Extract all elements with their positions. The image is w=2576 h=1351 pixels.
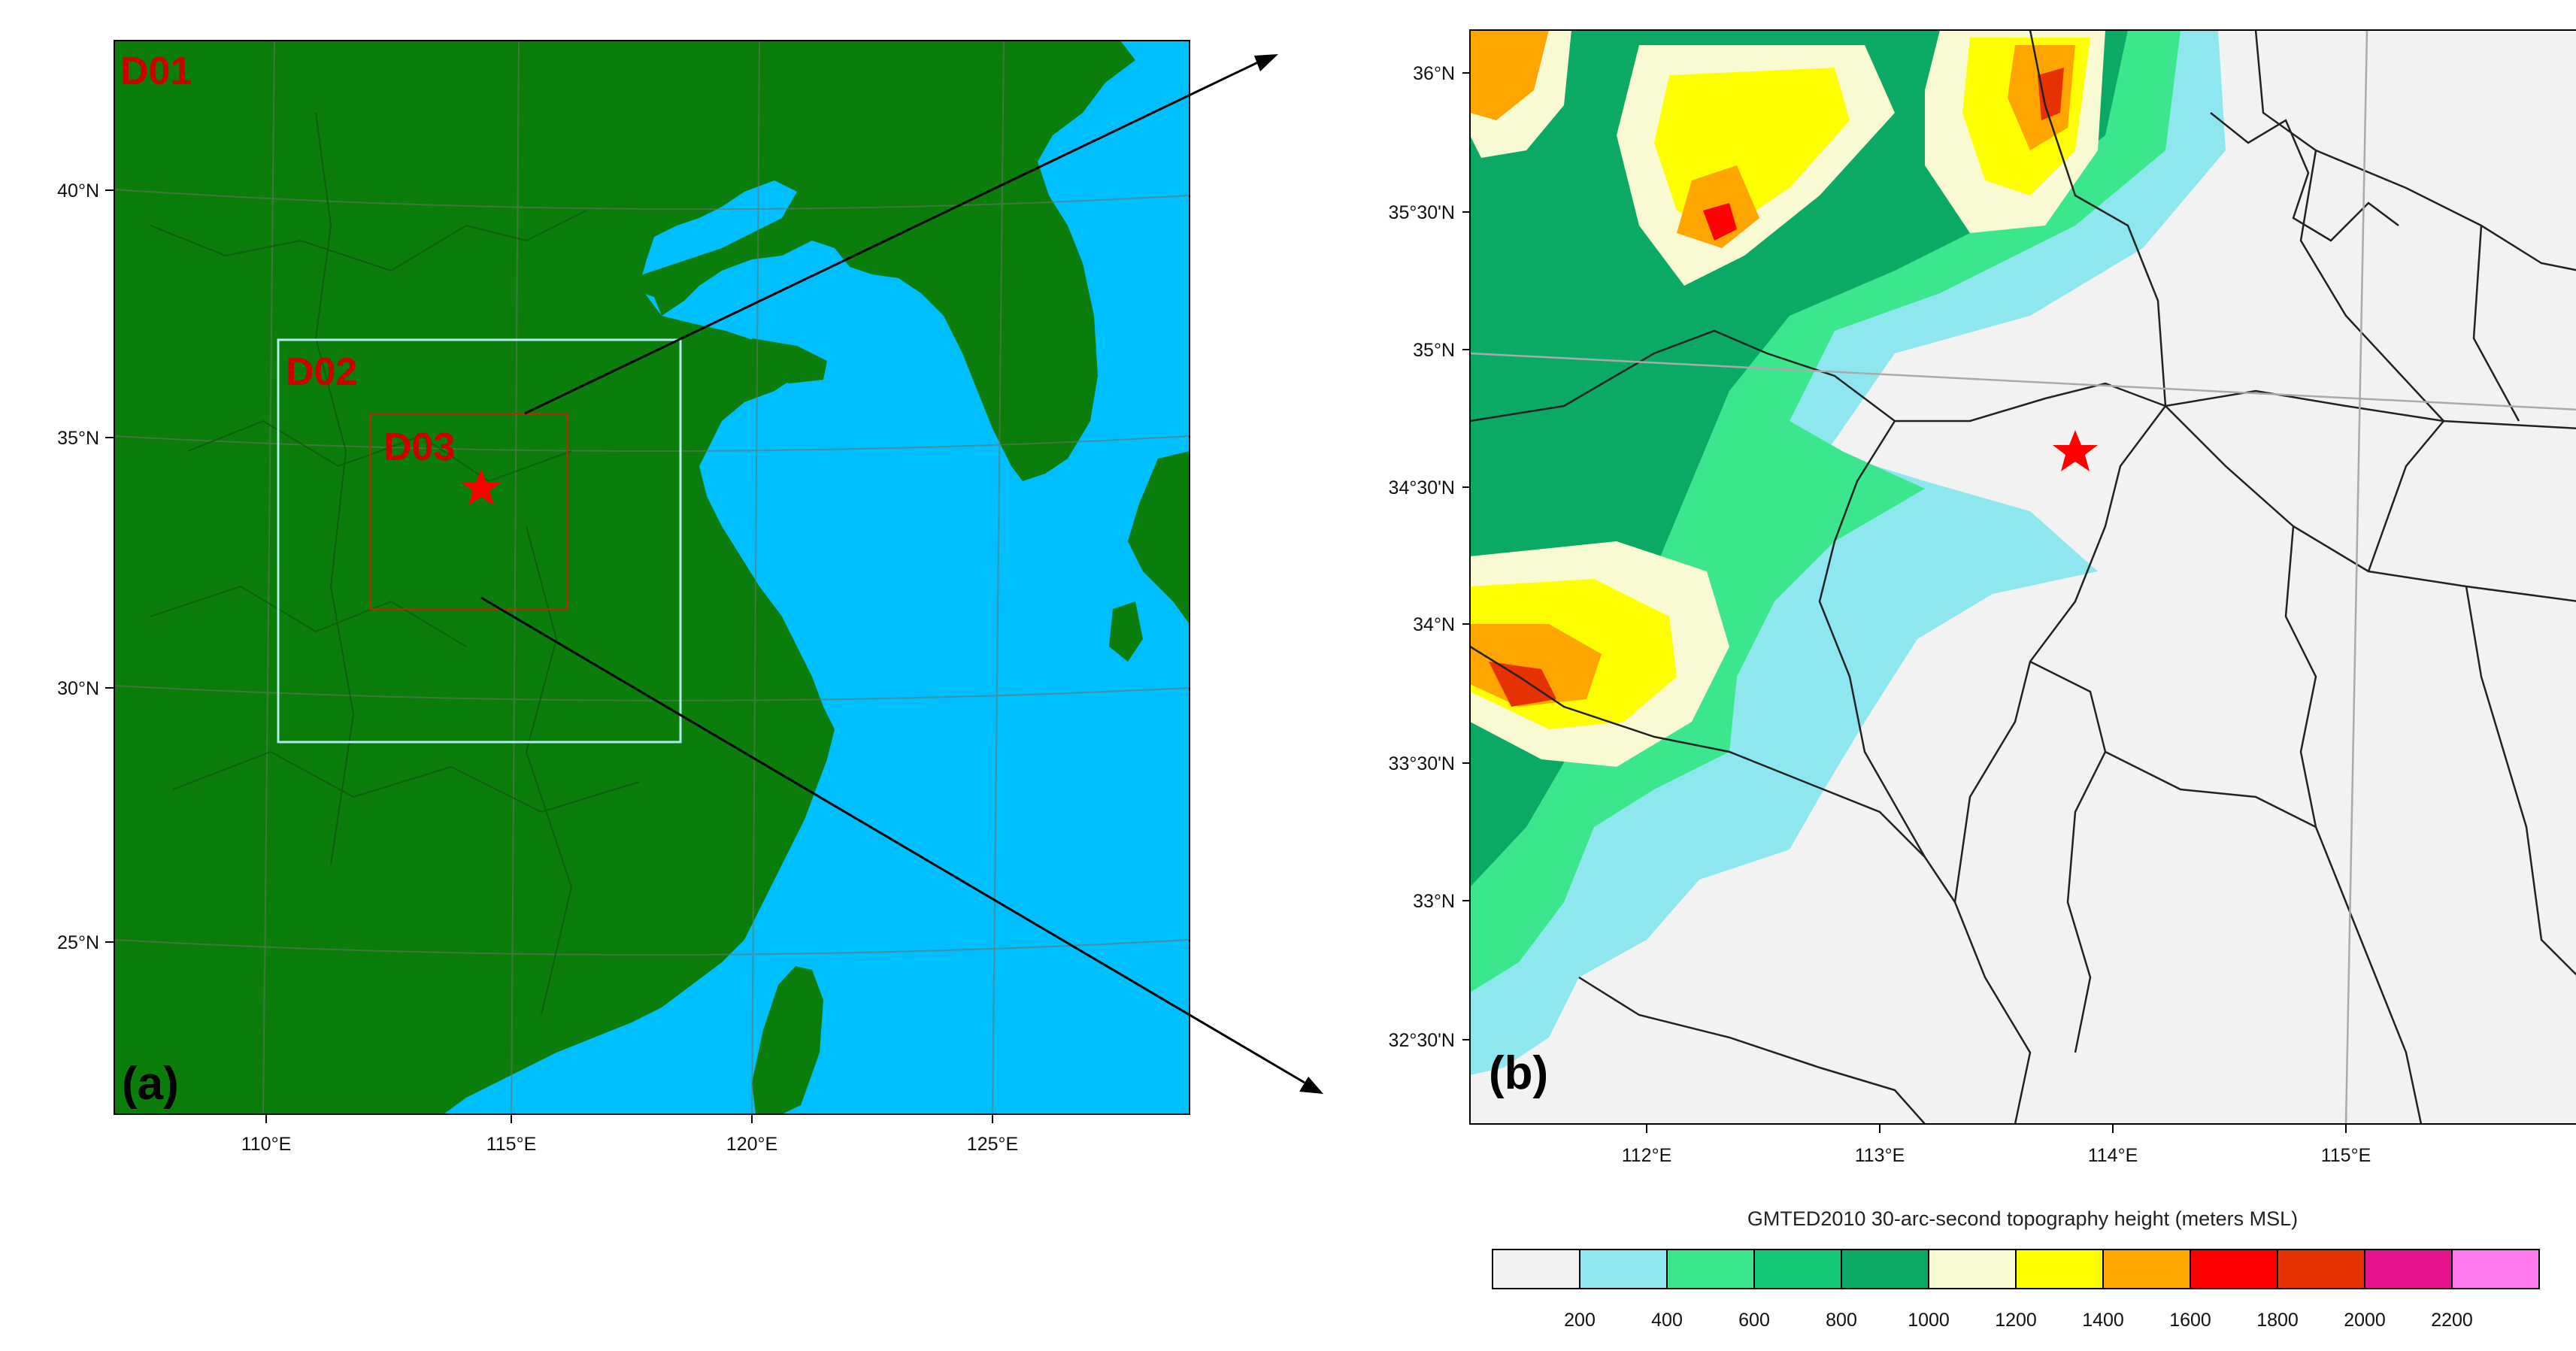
colorbar-swatches	[1492, 1249, 2540, 1289]
domain-label-d01: D01	[120, 50, 192, 93]
topo-band-1600-north	[1703, 203, 1737, 241]
domain-label-d02: D02	[286, 350, 357, 394]
panel-a-lat-ticks: 40°N 35°N 30°N 25°N	[57, 180, 114, 953]
colorbar-tick-label: 2000	[2344, 1310, 2386, 1331]
taiwan-landmass	[752, 966, 823, 1114]
lon-tick-label: 115°E	[486, 1134, 537, 1155]
shandong-peninsula	[752, 338, 827, 383]
site-star-icon	[462, 469, 501, 505]
colorbar-swatch	[1579, 1249, 1668, 1289]
colorbar: GMTED2010 30-arc-second topography heigh…	[1492, 1207, 2540, 1331]
colorbar-tick-label: 600	[1738, 1310, 1770, 1331]
topo-band-800	[1470, 30, 2128, 887]
lat-tick-label: 25°N	[57, 932, 99, 953]
site-star-icon	[2053, 430, 2098, 471]
panel-b-map: (b) 36°N 35°30'N 35°N 34°30'N 34°N 33°30…	[1389, 29, 2576, 1166]
lat-tick-label: 35°30'N	[1389, 202, 1455, 223]
colorbar-swatch	[1841, 1249, 1929, 1289]
topo-band-1800-west	[1489, 662, 1556, 707]
japan-landmass	[1128, 451, 1190, 624]
colorbar-swatch	[2451, 1249, 2540, 1289]
colorbar-tick-label: 800	[1826, 1310, 1857, 1331]
topo-band-1800-ne	[2038, 68, 2064, 120]
colorbar-swatch	[2102, 1249, 2191, 1289]
lat-tick-label: 36°N	[1413, 63, 1455, 84]
lat-tick-label: 35°N	[57, 428, 99, 449]
colorbar-swatch	[2015, 1249, 2104, 1289]
colorbar-swatch	[1666, 1249, 1755, 1289]
lat-tick-label: 33°N	[1413, 891, 1455, 912]
lat-tick-label: 33°30'N	[1389, 753, 1455, 774]
province-borders	[1470, 30, 2576, 1124]
colorbar-tick-label: 1400	[2082, 1310, 2124, 1331]
colorbar-tick-label: 1800	[2256, 1310, 2299, 1331]
lon-tick-label: 113°E	[1855, 1145, 1905, 1166]
panel-a-map: D01 D02 D03 (a) 40°N 35°N 30°N 25°N 110°…	[57, 40, 1190, 1155]
colorbar-title: GMTED2010 30-arc-second topography heigh…	[1747, 1207, 2298, 1230]
lat-tick-label: 32°30'N	[1389, 1030, 1455, 1051]
panel-a-label: (a)	[122, 1058, 179, 1110]
panel-b-lon-ticks: 112°E 113°E 114°E 115°E	[1622, 1124, 2371, 1166]
lat-tick-label: 35°N	[1413, 340, 1455, 361]
topo-band-1400-nw	[1470, 30, 1549, 120]
colorbar-swatch	[2190, 1249, 2278, 1289]
domain-label-d03: D03	[383, 426, 455, 469]
lat-tick-label: 30°N	[57, 678, 99, 699]
domain-d02-box	[277, 338, 682, 744]
panel-b-frame	[1469, 29, 2576, 1125]
mainland-landmass	[114, 41, 1135, 1114]
lat-tick-label: 34°30'N	[1389, 477, 1455, 498]
panel-a-lon-ticks: 110°E 115°E 120°E 125°E	[241, 1114, 1018, 1155]
lon-tick-label: 114°E	[2088, 1145, 2138, 1166]
lon-tick-label: 115°E	[2321, 1145, 2371, 1166]
colorbar-tick-label: 2200	[2431, 1310, 2473, 1331]
colorbar-tick-label: 400	[1651, 1310, 1683, 1331]
kyushu-landmass	[1109, 601, 1143, 662]
colorbar-swatch	[2277, 1249, 2365, 1289]
panel-b-lat-ticks: 36°N 35°30'N 35°N 34°30'N 34°N 33°30'N 3…	[1389, 63, 1470, 1051]
colorbar-swatch	[1753, 1249, 1842, 1289]
colorbar-swatch	[1492, 1249, 1580, 1289]
lat-tick-label: 34°N	[1413, 614, 1455, 635]
colorbar-tick-label: 1200	[1995, 1310, 2037, 1331]
domain-d03-box	[369, 413, 568, 610]
colorbar-swatch	[1928, 1249, 2017, 1289]
colorbar-tick-label: 1600	[2169, 1310, 2211, 1331]
colorbar-labels: 200 400 600 800 1000 1200 1400 1600 1800 2000 2200	[1564, 1310, 2473, 1331]
colorbar-tick-label: 200	[1564, 1310, 1596, 1331]
lon-tick-label: 125°E	[967, 1134, 1018, 1155]
lon-tick-label: 110°E	[241, 1134, 292, 1155]
colorbar-tick-label: 1000	[1908, 1310, 1950, 1331]
lon-tick-label: 120°E	[726, 1134, 777, 1155]
lon-tick-label: 112°E	[1622, 1145, 1672, 1166]
panel-b-label: (b)	[1489, 1047, 1548, 1099]
colorbar-swatch	[2364, 1249, 2453, 1289]
zoom-arrows	[480, 54, 1323, 1094]
lat-tick-label: 40°N	[57, 180, 99, 201]
panel-a-frame	[114, 40, 1190, 1115]
